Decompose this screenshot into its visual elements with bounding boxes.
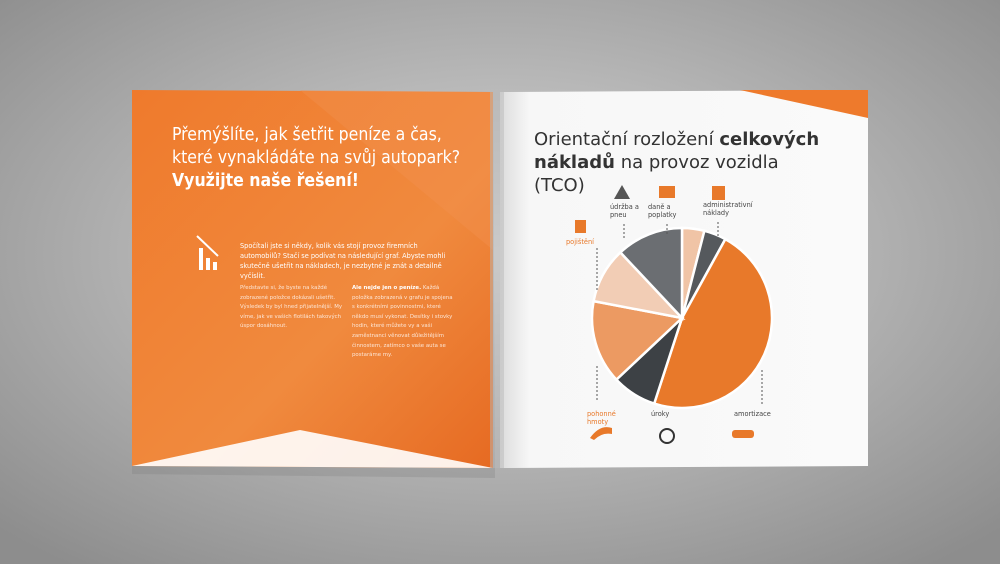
spine xyxy=(490,92,504,468)
heading: Přemýšlíte, jak šetřit peníze a čas, kte… xyxy=(172,124,472,193)
intro: Spočítali jste si někdy, kolik vás stojí… xyxy=(240,242,446,280)
title-part: Orientační rozložení xyxy=(534,129,714,150)
pie-slice xyxy=(590,299,685,382)
column-1: Představte si, že byste na každé zobraze… xyxy=(240,285,343,330)
page-decor xyxy=(740,90,868,118)
slice-label: pojištění xyxy=(566,238,594,246)
slice-label: úroky xyxy=(651,410,670,418)
icons xyxy=(575,185,754,444)
slice-label: daně a poplatky xyxy=(648,203,677,219)
pie-chart xyxy=(590,226,774,410)
slice-label: údržba a pneu xyxy=(610,203,639,219)
column-2: Ale nejde jen o peníze. Každá položka zo… xyxy=(352,284,457,361)
chart-title: Orientační rozložení celkových nákladů n… xyxy=(534,128,834,197)
page-decor xyxy=(132,430,493,468)
heading-bold: Využijte naše řešení! xyxy=(172,171,359,191)
title-bold: celkových nákladů xyxy=(534,129,820,173)
slice-label: amortizace xyxy=(734,410,771,418)
slice-label: administrativní náklady xyxy=(703,201,753,217)
left-page xyxy=(132,90,493,468)
column-2-bold: Ale nejde jen o peníze. xyxy=(352,285,422,291)
page-decor xyxy=(300,90,493,250)
title-part: na provoz vozidla (TCO) xyxy=(534,152,779,196)
heading-text: Přemýšlíte, jak šetřit peníze a čas, kte… xyxy=(172,125,461,168)
slice-label: pohonné hmoty xyxy=(587,410,616,426)
pie-slice xyxy=(618,226,684,322)
pie-slice xyxy=(652,237,774,410)
column-2-text: Každá položka zobrazená v grafu je spoje… xyxy=(352,285,453,359)
chart-icon xyxy=(196,235,219,270)
